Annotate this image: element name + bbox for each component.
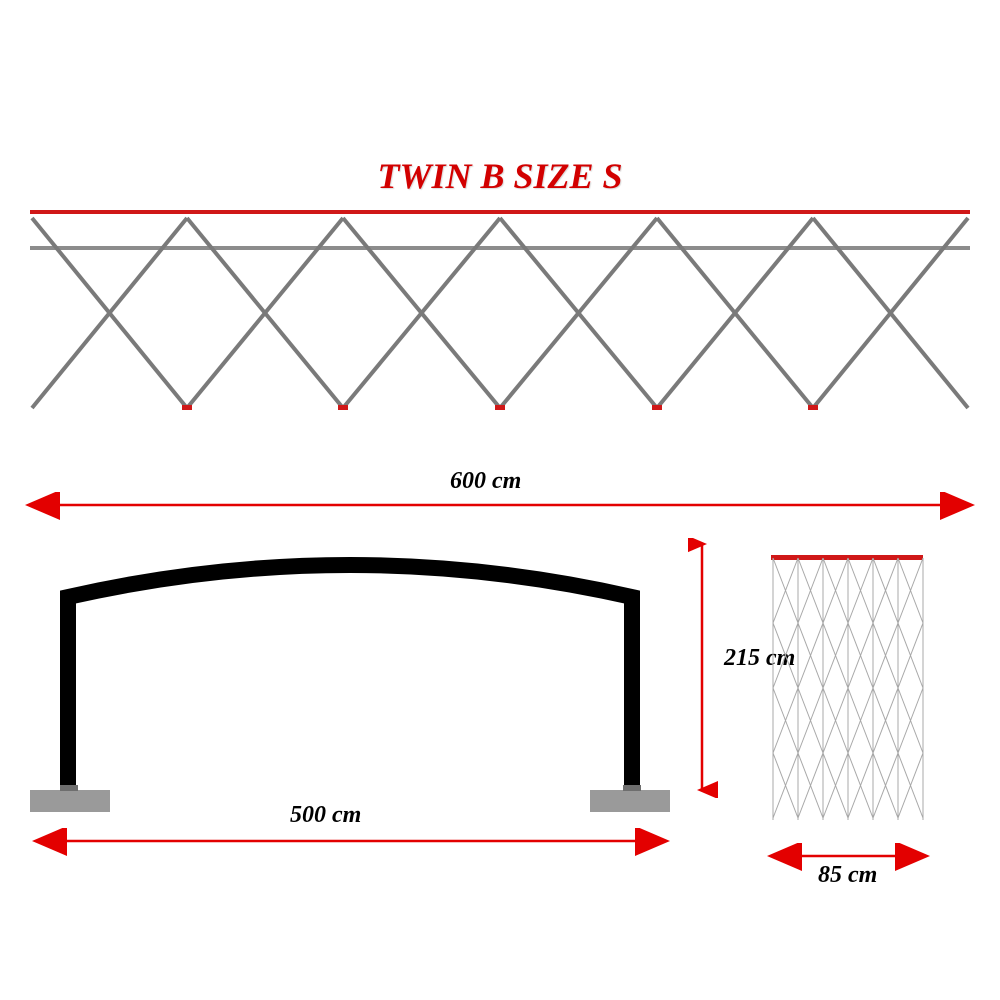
front-arch xyxy=(30,535,670,825)
dim-500cm-label: 500 cm xyxy=(290,802,361,829)
base-right xyxy=(590,790,670,812)
connector-plates xyxy=(182,405,818,410)
dimension-arrow-600cm xyxy=(0,492,1000,522)
closed-frame xyxy=(768,555,928,825)
dim-600cm-label: 600 cm xyxy=(450,468,521,495)
dim-85cm-label: 85 cm xyxy=(818,862,877,889)
side-elevation-frame xyxy=(30,210,970,415)
bay-group xyxy=(32,210,968,410)
arch-path xyxy=(68,565,632,790)
dimension-arrow-215cm xyxy=(688,538,718,798)
base-left xyxy=(30,790,110,812)
diagram-title: TWIN B SIZE S xyxy=(0,155,1000,197)
dimension-arrow-500cm xyxy=(15,828,715,858)
closed-grid xyxy=(773,558,923,820)
